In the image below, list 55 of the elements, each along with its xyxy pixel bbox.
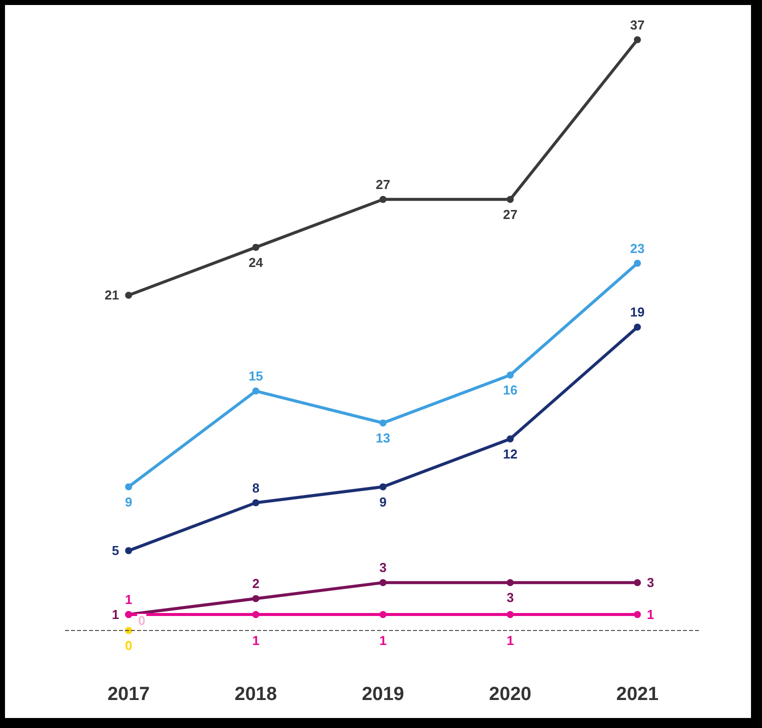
data-label: 1 [379,633,387,648]
data-label: 1 [646,607,654,622]
point [380,579,386,586]
point [125,547,132,554]
point [506,435,514,442]
point [380,611,386,618]
point [380,196,386,203]
x-tick-label: 2020 [489,684,532,705]
point [506,579,514,586]
point [252,595,260,602]
data-label: 12 [502,446,518,462]
data-label: 1 [112,607,120,622]
data-label: 1 [252,633,260,648]
data-label: 2 [252,576,260,592]
data-label: 19 [630,304,645,320]
point [634,324,641,331]
x-tick-label: 2021 [616,684,659,705]
data-label: 27 [376,176,390,192]
data-label: 27 [502,206,518,222]
point [634,260,641,267]
point [634,36,641,44]
point [634,579,641,586]
point [380,483,386,490]
point [252,499,260,506]
x-tick-label: 2017 [107,684,150,705]
point [506,196,514,203]
data-label: 3 [646,575,654,590]
data-label: 21 [104,288,120,303]
data-label: 1 [124,592,132,608]
data-label: 13 [376,430,390,446]
data-label: 3 [506,590,514,606]
point [125,483,132,490]
point [252,611,260,618]
data-label: 37 [630,17,645,32]
data-label: 15 [248,368,264,384]
point [380,419,386,426]
data-label: 8 [252,480,260,496]
data-label: 9 [124,494,132,510]
point [506,611,514,618]
point [634,611,641,618]
data-label: 5 [112,543,120,558]
x-tick-label: 2019 [362,684,404,705]
point [125,292,132,299]
point [252,244,260,251]
data-label: 0 [124,638,132,654]
data-label: 16 [502,382,518,398]
data-label: 9 [379,494,387,510]
data-label: 1 [506,633,514,648]
data-label: 3 [379,560,387,576]
data-label: 24 [248,254,264,270]
point [252,388,260,395]
point [506,372,514,379]
x-tick-label: 2018 [234,684,277,705]
data-label: 23 [630,240,645,256]
data-label: 0 [138,613,146,628]
